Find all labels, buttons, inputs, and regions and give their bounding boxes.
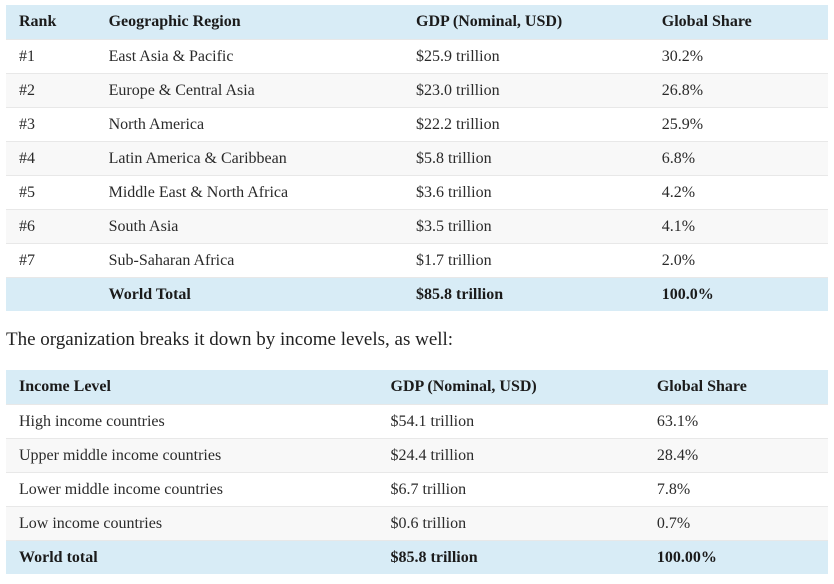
gdp-cell: $54.1 trillion xyxy=(377,404,644,439)
region-cell: Sub-Saharan Africa xyxy=(95,243,404,278)
rank-cell: #6 xyxy=(6,209,96,244)
rank-cell: #5 xyxy=(6,175,96,210)
share-cell: 63.1% xyxy=(643,404,828,439)
table-row: #3 North America $22.2 trillion 25.9% xyxy=(6,107,828,142)
total-gdp-cell: $85.8 trillion xyxy=(377,540,644,574)
rank-cell: #1 xyxy=(6,39,96,74)
table-row: Low income countries $0.6 trillion 0.7% xyxy=(6,506,828,541)
share-cell: 28.4% xyxy=(643,438,828,473)
share-cell: 26.8% xyxy=(648,73,828,108)
gdp-cell: $3.6 trillion xyxy=(403,175,649,210)
table-row: #6 South Asia $3.5 trillion 4.1% xyxy=(6,209,828,244)
table-row: Upper middle income countries $24.4 tril… xyxy=(6,438,828,473)
table-row: Lower middle income countries $6.7 trill… xyxy=(6,472,828,507)
table-row: #2 Europe & Central Asia $23.0 trillion … xyxy=(6,73,828,108)
region-cell: North America xyxy=(95,107,404,142)
share-cell: 4.2% xyxy=(648,175,828,210)
gdp-cell: $0.6 trillion xyxy=(377,506,644,541)
gdp-cell: $3.5 trillion xyxy=(403,209,649,244)
income-level-cell: High income countries xyxy=(6,404,378,439)
table-row: #1 East Asia & Pacific $25.9 trillion 30… xyxy=(6,39,828,74)
column-header-share: Global Share xyxy=(648,5,828,40)
share-cell: 2.0% xyxy=(648,243,828,278)
income-level-cell: Upper middle income countries xyxy=(6,438,378,473)
gdp-cell: $24.4 trillion xyxy=(377,438,644,473)
total-label-cell: World Total xyxy=(95,277,404,311)
total-share-cell: 100.00% xyxy=(643,540,828,574)
table-row: High income countries $54.1 trillion 63.… xyxy=(6,404,828,439)
table-total-row: World Total $85.8 trillion 100.0% xyxy=(6,277,828,311)
table-row: #5 Middle East & North Africa $3.6 trill… xyxy=(6,175,828,210)
gdp-cell: $25.9 trillion xyxy=(403,39,649,74)
income-level-cell: Lower middle income countries xyxy=(6,472,378,507)
table-row: #4 Latin America & Caribbean $5.8 trilli… xyxy=(6,141,828,176)
region-cell: South Asia xyxy=(95,209,404,244)
table-header-row: Rank Geographic Region GDP (Nominal, USD… xyxy=(6,5,828,40)
gdp-cell: $1.7 trillion xyxy=(403,243,649,278)
column-header-region: Geographic Region xyxy=(95,5,404,40)
rank-cell xyxy=(6,277,96,311)
gdp-cell: $22.2 trillion xyxy=(403,107,649,142)
table-row: #7 Sub-Saharan Africa $1.7 trillion 2.0% xyxy=(6,243,828,278)
total-share-cell: 100.0% xyxy=(648,277,828,311)
table-total-row: World total $85.8 trillion 100.00% xyxy=(6,540,828,574)
share-cell: 4.1% xyxy=(648,209,828,244)
column-header-income-level: Income Level xyxy=(6,370,378,405)
share-cell: 0.7% xyxy=(643,506,828,541)
total-gdp-cell: $85.8 trillion xyxy=(403,277,649,311)
share-cell: 6.8% xyxy=(648,141,828,176)
gdp-cell: $5.8 trillion xyxy=(403,141,649,176)
share-cell: 30.2% xyxy=(648,39,828,74)
region-cell: Europe & Central Asia xyxy=(95,73,404,108)
column-header-share: Global Share xyxy=(643,370,828,405)
total-label-cell: World total xyxy=(6,540,378,574)
region-cell: Latin America & Caribbean xyxy=(95,141,404,176)
share-cell: 7.8% xyxy=(643,472,828,507)
regional-gdp-table: Rank Geographic Region GDP (Nominal, USD… xyxy=(6,5,828,311)
share-cell: 25.9% xyxy=(648,107,828,142)
intro-paragraph: The organization breaks it down by incom… xyxy=(6,329,454,350)
region-cell: Middle East & North Africa xyxy=(95,175,404,210)
rank-cell: #4 xyxy=(6,141,96,176)
income-gdp-table: Income Level GDP (Nominal, USD) Global S… xyxy=(6,370,828,574)
gdp-cell: $23.0 trillion xyxy=(403,73,649,108)
region-cell: East Asia & Pacific xyxy=(95,39,404,74)
table-header-row: Income Level GDP (Nominal, USD) Global S… xyxy=(6,370,828,405)
rank-cell: #7 xyxy=(6,243,96,278)
column-header-rank: Rank xyxy=(6,5,96,40)
column-header-gdp: GDP (Nominal, USD) xyxy=(403,5,649,40)
income-level-cell: Low income countries xyxy=(6,506,378,541)
gdp-cell: $6.7 trillion xyxy=(377,472,644,507)
column-header-gdp: GDP (Nominal, USD) xyxy=(377,370,644,405)
rank-cell: #3 xyxy=(6,107,96,142)
rank-cell: #2 xyxy=(6,73,96,108)
